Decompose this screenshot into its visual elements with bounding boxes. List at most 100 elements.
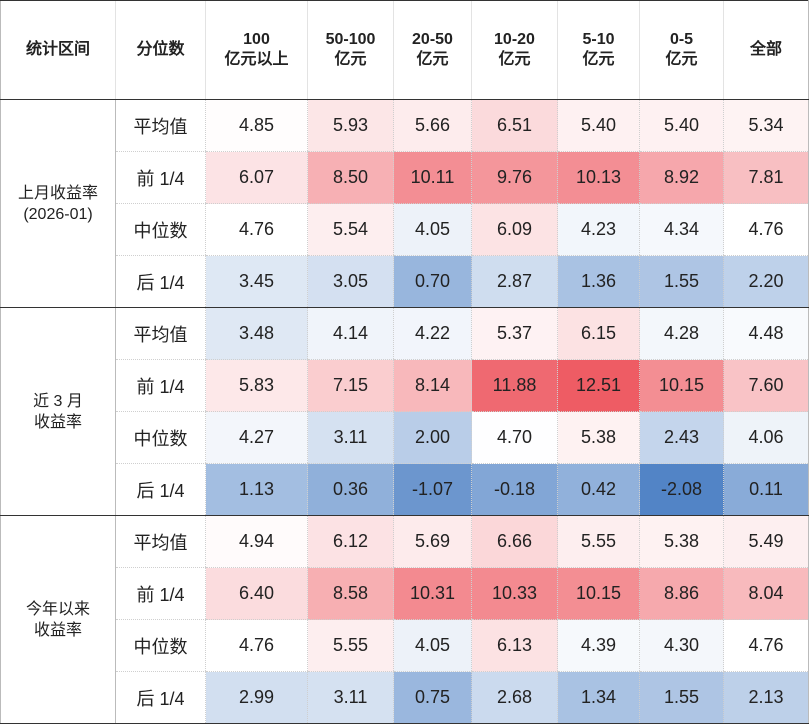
value-cell: 1.36 <box>557 255 640 308</box>
table-row: 上月收益率 (2026-01) 平均值 4.85 5.93 5.66 6.51 5.40 5.4… <box>0 99 809 308</box>
header-col-1: 100 亿元以上 <box>205 0 308 100</box>
value-cell: -0.18 <box>471 463 558 516</box>
value-cell: 5.93 <box>307 99 394 152</box>
value-cell: 6.12 <box>307 515 394 568</box>
header-row: 统计区间 分位数 100 亿元以上 50-100 亿元 20-50 亿元 10-20 亿… <box>0 0 809 100</box>
value-cell: 4.14 <box>307 307 394 360</box>
value-cell: 6.07 <box>205 151 308 204</box>
value-cell: 5.40 <box>557 99 640 152</box>
value-cell: 6.09 <box>471 203 558 256</box>
value-cell: 3.48 <box>205 307 308 360</box>
value-cell: 10.33 <box>471 567 558 620</box>
value-cell: 4.94 <box>205 515 308 568</box>
value-cell: 5.37 <box>471 307 558 360</box>
value-cell: 5.38 <box>557 411 640 464</box>
value-cell: 0.36 <box>307 463 394 516</box>
value-cell: 1.55 <box>639 255 724 308</box>
value-cell: 3.11 <box>307 411 394 464</box>
value-cell: 2.13 <box>723 671 809 724</box>
quantile-label: 平均值 <box>115 307 206 360</box>
value-cell: 6.40 <box>205 567 308 620</box>
value-cell: 4.39 <box>557 619 640 672</box>
table-row: 近 3 月收益率 平均值 3.48 4.14 4.22 5.37 6.15 4.28 4.48 <box>0 307 809 516</box>
value-cell: 8.14 <box>393 359 472 412</box>
header-col-3: 20-50 亿元 <box>393 0 472 100</box>
group-label: 近 3 月收益率 <box>0 307 116 516</box>
value-cell: 10.31 <box>393 567 472 620</box>
value-cell: 1.34 <box>557 671 640 724</box>
value-cell: 5.49 <box>723 515 809 568</box>
value-cell: 7.60 <box>723 359 809 412</box>
value-cell: 4.34 <box>639 203 724 256</box>
header-col-5: 5-10 亿元 <box>557 0 640 100</box>
value-cell: 12.51 <box>557 359 640 412</box>
value-cell: 5.55 <box>557 515 640 568</box>
value-cell: -1.07 <box>393 463 472 516</box>
value-cell: 8.86 <box>639 567 724 620</box>
value-cell: 0.75 <box>393 671 472 724</box>
quantile-label: 中位数 <box>115 619 206 672</box>
value-cell: 6.51 <box>471 99 558 152</box>
value-cell: 2.68 <box>471 671 558 724</box>
header-col-4: 10-20 亿元 <box>471 0 558 100</box>
value-cell: 5.55 <box>307 619 394 672</box>
value-cell: 5.69 <box>393 515 472 568</box>
value-cell: 11.88 <box>471 359 558 412</box>
quantile-label: 前 1/4 <box>115 151 206 204</box>
value-cell: 4.05 <box>393 203 472 256</box>
value-cell: 7.81 <box>723 151 809 204</box>
table-row: 前 1/4 5.83 7.15 8.14 11.88 12.51 10.15 7.60 <box>1 359 809 412</box>
value-cell: 10.13 <box>557 151 640 204</box>
value-cell: 4.23 <box>557 203 640 256</box>
value-cell: 2.20 <box>723 255 809 308</box>
table-row: 前 1/4 6.07 8.50 10.11 9.76 10.13 8.92 7.81 <box>1 151 809 204</box>
value-cell: 1.55 <box>639 671 724 724</box>
table-row: 中位数 4.76 5.55 4.05 6.13 4.39 4.30 4.76 <box>1 619 809 672</box>
value-cell: 10.15 <box>639 359 724 412</box>
value-cell: 4.48 <box>723 307 809 360</box>
value-cell: 4.05 <box>393 619 472 672</box>
group-label: 今年以来 收益率 <box>0 515 116 724</box>
value-cell: 3.05 <box>307 255 394 308</box>
value-cell: 4.76 <box>205 203 308 256</box>
value-cell: 9.76 <box>471 151 558 204</box>
group-label: 上月收益率 (2026-01) <box>0 99 116 308</box>
quantile-label: 后 1/4 <box>115 671 206 724</box>
value-cell: 4.28 <box>639 307 724 360</box>
header-quantile-label: 分位数 <box>115 0 206 100</box>
table-row: 今年以来 收益率 平均值 4.94 6.12 5.69 6.66 5.55 5.38 5.49 <box>0 515 809 724</box>
header-group-label: 统计区间 <box>0 0 116 100</box>
value-cell: 5.34 <box>723 99 809 152</box>
value-cell: 4.76 <box>205 619 308 672</box>
quantile-label: 中位数 <box>115 411 206 464</box>
quantile-label: 后 1/4 <box>115 255 206 308</box>
value-cell: 10.15 <box>557 567 640 620</box>
value-cell: 10.11 <box>393 151 472 204</box>
value-cell: 5.40 <box>639 99 724 152</box>
quantile-label: 后 1/4 <box>115 463 206 516</box>
value-cell: -2.08 <box>639 463 724 516</box>
table-row: 前 1/4 6.40 8.58 10.31 10.33 10.15 8.86 8.04 <box>1 567 809 620</box>
value-cell: 3.45 <box>205 255 308 308</box>
value-cell: 8.58 <box>307 567 394 620</box>
value-cell: 4.30 <box>639 619 724 672</box>
value-cell: 4.27 <box>205 411 308 464</box>
value-cell: 2.43 <box>639 411 724 464</box>
value-cell: 4.70 <box>471 411 558 464</box>
value-cell: 2.99 <box>205 671 308 724</box>
value-cell: 2.87 <box>471 255 558 308</box>
table-body: 上月收益率 (2026-01) 平均值 4.85 5.93 5.66 6.51 5.40 5.4… <box>0 99 809 724</box>
table-row: 后 1/4 1.13 0.36 -1.07 -0.18 0.42 -2.08 0.11 <box>1 463 809 516</box>
value-cell: 5.38 <box>639 515 724 568</box>
quantile-label: 平均值 <box>115 515 206 568</box>
value-cell: 1.13 <box>205 463 308 516</box>
value-cell: 6.66 <box>471 515 558 568</box>
value-cell: 2.00 <box>393 411 472 464</box>
quantile-label: 前 1/4 <box>115 567 206 620</box>
header-col-7: 全部 <box>723 0 809 100</box>
value-cell: 8.50 <box>307 151 394 204</box>
value-cell: 5.83 <box>205 359 308 412</box>
quantile-label: 平均值 <box>115 99 206 152</box>
value-cell: 0.70 <box>393 255 472 308</box>
